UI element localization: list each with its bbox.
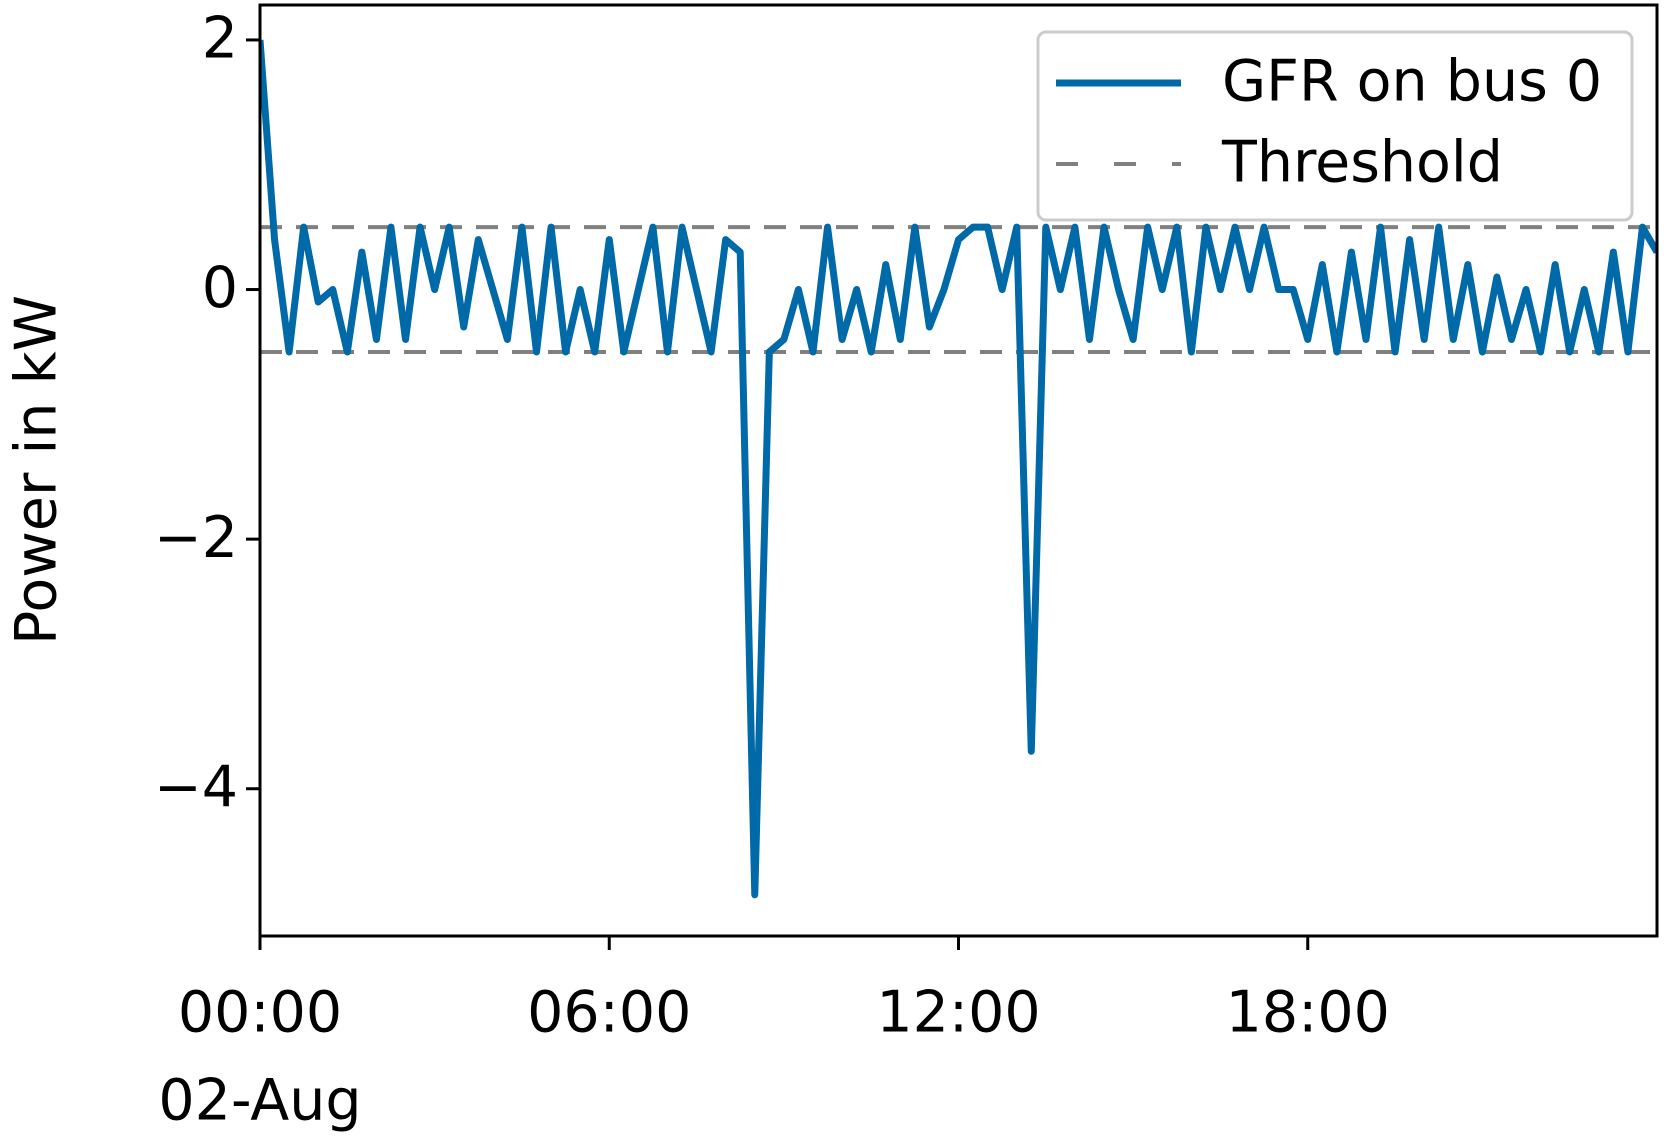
legend-label: Threshold (1221, 130, 1503, 196)
x-tick-label: 00:00 (178, 980, 342, 1046)
legend-label: GFR on bus 0 (1222, 49, 1602, 115)
y-axis-label: Power in kW (4, 295, 70, 645)
y-tick-label: −4 (154, 754, 238, 820)
x-date-label: 02-Aug (158, 1068, 361, 1134)
y-tick-label: 2 (202, 6, 238, 72)
x-tick-label: 06:00 (527, 980, 691, 1046)
y-tick-label: −2 (154, 505, 238, 571)
legend-box (1036, 30, 1634, 222)
x-tick-label: 12:00 (876, 980, 1040, 1046)
plot-frame (258, 3, 1659, 938)
y-tick-label: 0 (202, 255, 238, 321)
x-tick-label: 18:00 (1226, 980, 1390, 1046)
series-line (260, 39, 1657, 899)
